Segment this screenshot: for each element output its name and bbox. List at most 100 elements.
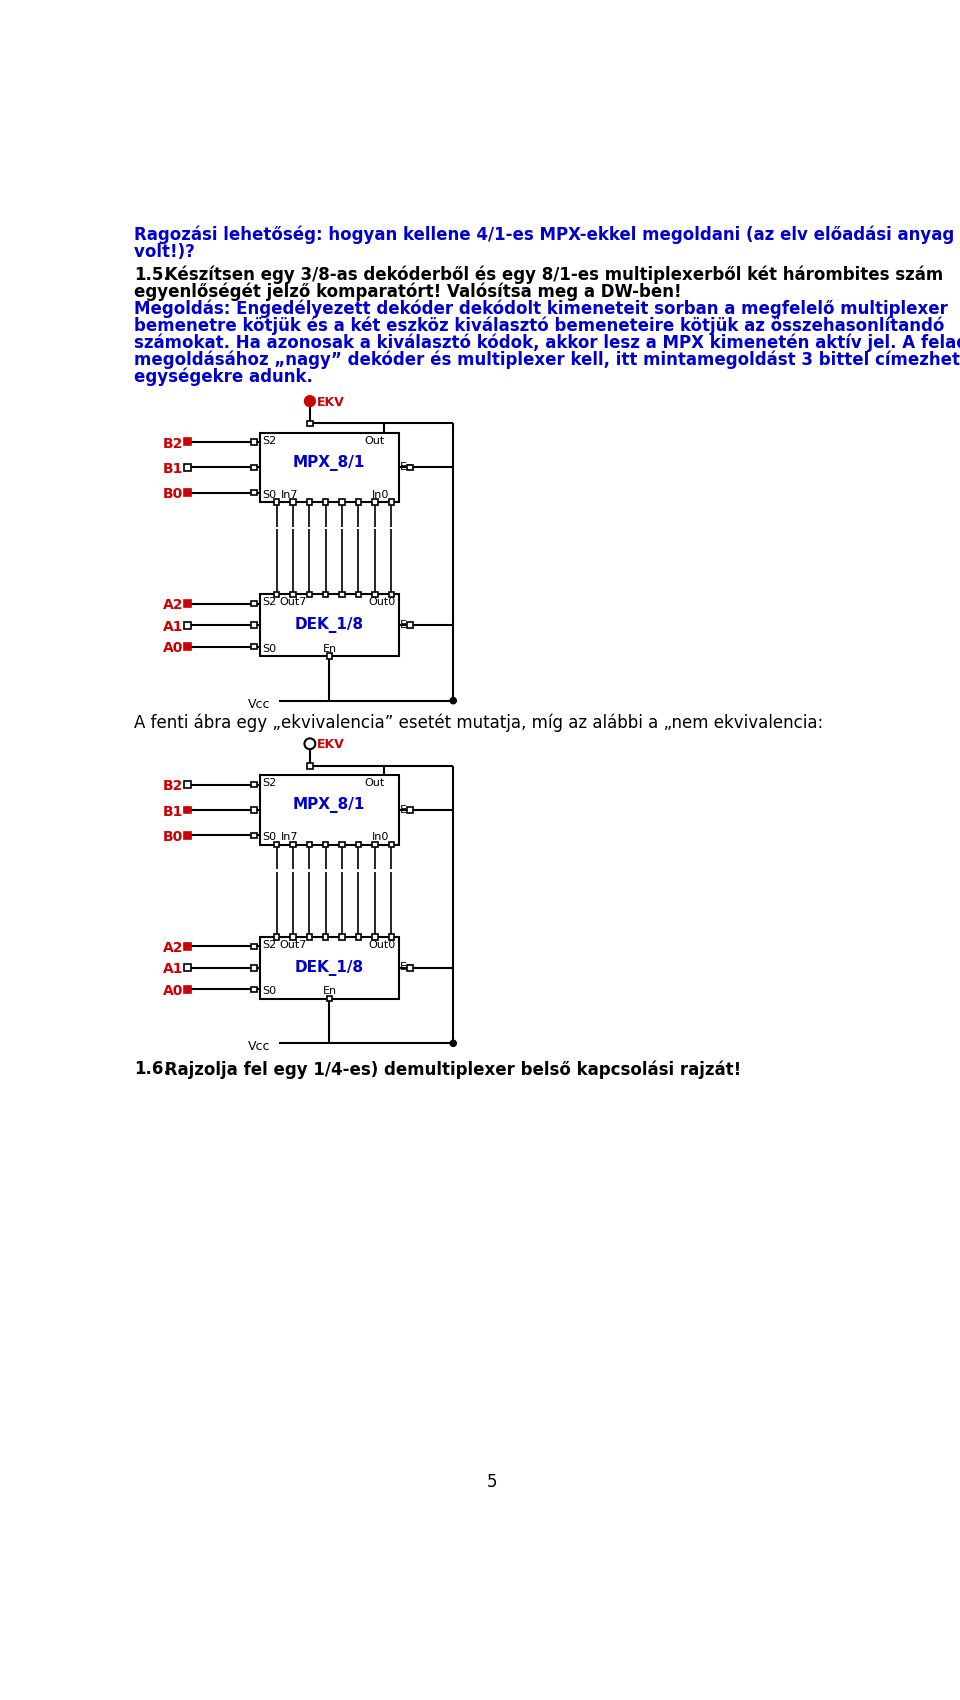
- Text: In0: In0: [372, 490, 389, 500]
- Bar: [252, 439, 256, 445]
- Bar: [252, 986, 256, 993]
- Bar: [259, 937, 399, 998]
- Bar: [356, 592, 361, 597]
- Text: In7: In7: [281, 490, 299, 500]
- Bar: [259, 775, 399, 845]
- Bar: [252, 833, 256, 838]
- Text: In0: In0: [372, 833, 389, 842]
- Bar: [323, 935, 328, 940]
- Bar: [372, 592, 377, 597]
- Text: Vcc: Vcc: [248, 697, 271, 711]
- Bar: [407, 464, 413, 469]
- Text: En: En: [399, 462, 414, 473]
- Bar: [274, 500, 279, 505]
- Bar: [307, 422, 313, 427]
- Text: S0: S0: [262, 833, 276, 842]
- Bar: [356, 842, 361, 847]
- Bar: [307, 763, 313, 768]
- Bar: [290, 500, 296, 505]
- Bar: [184, 464, 191, 471]
- Bar: [252, 464, 256, 469]
- Bar: [184, 622, 191, 629]
- Text: 1.6.: 1.6.: [134, 1061, 170, 1078]
- Bar: [184, 643, 191, 649]
- Text: volt!)?: volt!)?: [134, 243, 201, 260]
- Text: A1: A1: [162, 962, 183, 976]
- Bar: [252, 490, 256, 495]
- Bar: [184, 964, 191, 971]
- Text: Készítsen egy 3/8-as dekóderből és egy 8/1-es multiplexerből két hárombites szám: Készítsen egy 3/8-as dekóderből és egy 8…: [158, 265, 943, 284]
- Bar: [184, 490, 191, 496]
- Text: B2: B2: [162, 437, 183, 451]
- Bar: [340, 500, 345, 505]
- Bar: [372, 935, 377, 940]
- Bar: [323, 592, 328, 597]
- Circle shape: [450, 1040, 456, 1047]
- Bar: [389, 592, 394, 597]
- Bar: [372, 842, 377, 847]
- Text: megoldásához „nagyˮ dekóder és multiplexer kell, itt mintamegoldást 3 bittel cím: megoldásához „nagyˮ dekóder és multiplex…: [134, 350, 960, 369]
- Text: S0: S0: [262, 644, 276, 654]
- Text: MPX_8/1: MPX_8/1: [293, 454, 366, 471]
- Text: Out: Out: [364, 779, 384, 789]
- Bar: [252, 622, 256, 627]
- Bar: [290, 592, 296, 597]
- Bar: [259, 434, 399, 502]
- Text: S2: S2: [262, 435, 276, 445]
- Bar: [389, 842, 394, 847]
- Text: egyenlőségét jelző komparatórt! Valósítsa meg a DW-ben!: egyenlőségét jelző komparatórt! Valósíts…: [134, 282, 682, 301]
- Text: B0: B0: [162, 830, 182, 843]
- Text: egységekre adunk.: egységekre adunk.: [134, 367, 313, 386]
- Circle shape: [304, 738, 315, 750]
- Bar: [326, 996, 332, 1001]
- Bar: [306, 500, 312, 505]
- Bar: [326, 653, 332, 658]
- Text: B0: B0: [162, 488, 182, 502]
- Text: A fenti ábra egy „ekvivalencia” esetét mutatja, míg az alábbi a „nem ekvivalenci: A fenti ábra egy „ekvivalencia” esetét m…: [134, 714, 824, 733]
- Bar: [252, 600, 256, 607]
- Bar: [340, 592, 345, 597]
- Text: B1: B1: [162, 462, 183, 476]
- Bar: [323, 842, 328, 847]
- Bar: [184, 780, 191, 789]
- Text: En: En: [399, 620, 414, 629]
- Text: Out7: Out7: [278, 940, 306, 950]
- Text: Megoldás: Engedélyezett dekóder dekódolt kimeneteit sorban a megfelelő multiplex: Megoldás: Engedélyezett dekóder dekódolt…: [134, 299, 948, 318]
- Bar: [274, 935, 279, 940]
- Text: EKV: EKV: [317, 396, 345, 408]
- Bar: [340, 935, 345, 940]
- Bar: [290, 935, 296, 940]
- Bar: [407, 966, 413, 971]
- Text: S2: S2: [262, 779, 276, 789]
- Bar: [184, 600, 191, 607]
- Text: A2: A2: [162, 598, 183, 612]
- Bar: [184, 986, 191, 993]
- Text: DEK_1/8: DEK_1/8: [295, 617, 364, 632]
- Bar: [252, 644, 256, 649]
- Text: Out0: Out0: [368, 597, 396, 607]
- Circle shape: [450, 697, 456, 704]
- Text: bemenetre kötjük és a két eszköz kiválasztó bemeneteire kötjük az összehasonlíta: bemenetre kötjük és a két eszköz kiválas…: [134, 316, 945, 335]
- Text: S0: S0: [262, 490, 276, 500]
- Text: A1: A1: [162, 620, 183, 634]
- Text: En: En: [324, 644, 337, 654]
- Bar: [372, 500, 377, 505]
- Circle shape: [304, 396, 315, 406]
- Text: A2: A2: [162, 940, 183, 955]
- Text: S2: S2: [262, 940, 276, 950]
- Bar: [306, 592, 312, 597]
- Text: EKV: EKV: [317, 738, 345, 751]
- Text: En: En: [324, 986, 337, 996]
- Text: Rajzolja fel egy 1/4-es) demultiplexer belső kapcsolási rajzát!: Rajzolja fel egy 1/4-es) demultiplexer b…: [158, 1061, 741, 1080]
- Text: számokat. Ha azonosak a kiválasztó kódok, akkor lesz a MPX kimenetén aktív jel. : számokat. Ha azonosak a kiválasztó kódok…: [134, 333, 960, 352]
- Bar: [252, 944, 256, 949]
- Bar: [290, 842, 296, 847]
- Text: Out0: Out0: [368, 940, 396, 950]
- Text: In7: In7: [281, 833, 299, 842]
- Bar: [274, 842, 279, 847]
- Text: En: En: [399, 804, 414, 814]
- Bar: [252, 966, 256, 971]
- Text: B2: B2: [162, 779, 183, 794]
- Bar: [184, 831, 191, 838]
- Bar: [389, 500, 394, 505]
